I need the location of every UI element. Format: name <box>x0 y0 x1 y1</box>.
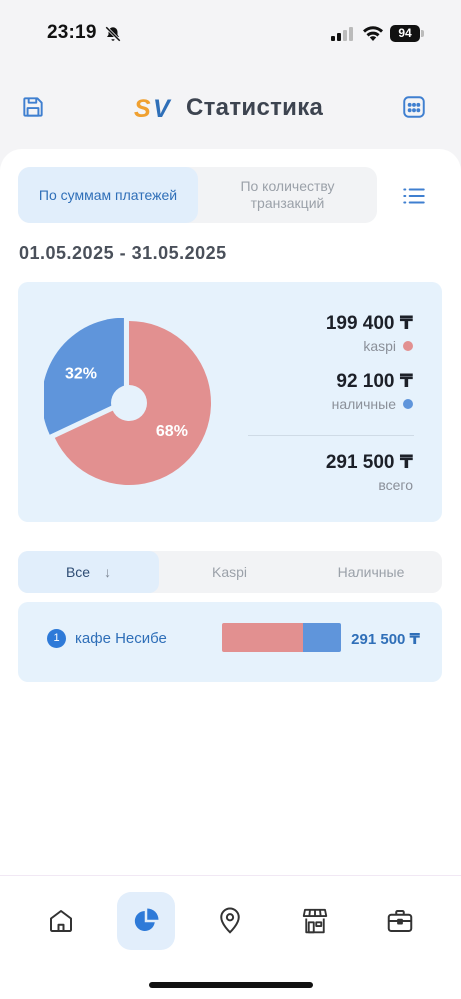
summary-card: 68% 32% 199 400 ₸ kaspi 92 100 ₸ наличные… <box>18 282 442 522</box>
sort-down-icon: ↓ <box>104 564 112 580</box>
total-amount: 291 500 ₸ <box>325 452 413 473</box>
cash-legend-dot <box>403 399 413 409</box>
tab-by-amount[interactable]: По суммам платежей <box>18 167 198 223</box>
app-header: S V Статистика <box>0 82 461 134</box>
bottom-tab-bar <box>0 875 461 999</box>
status-time: 23:19 <box>47 22 97 43</box>
cash-legend: наличные <box>332 396 413 412</box>
merchant-amount: 291 500 ₸ <box>351 631 420 648</box>
location-pin-icon <box>220 907 240 934</box>
tab-stores[interactable] <box>286 892 344 950</box>
home-indicator <box>149 982 313 988</box>
tab-home[interactable] <box>32 892 90 950</box>
pie-hole <box>111 385 147 421</box>
tab-by-count[interactable]: По количеству транзакций <box>240 178 335 211</box>
cellular-signal-icon <box>331 27 353 41</box>
merchant-row[interactable]: 1 кафе Несибе 291 500 ₸ <box>18 602 442 682</box>
total-label: всего <box>378 477 413 493</box>
calendar-icon[interactable] <box>401 94 427 120</box>
kaspi-amount: 199 400 ₸ <box>325 313 413 334</box>
cash-share-bar <box>303 623 341 652</box>
merchant-name: кафе Несибе <box>75 630 167 647</box>
mode-toggle: По суммам платежей По количеству транзак… <box>18 167 377 223</box>
tab-business[interactable] <box>371 892 429 950</box>
date-range[interactable]: 01.05.2025 - 31.05.2025 <box>19 243 227 263</box>
status-bar: 23:19 94 <box>0 0 461 70</box>
pie-chart-icon <box>134 908 159 931</box>
merchant-share-bar <box>222 623 341 652</box>
tab-locations[interactable] <box>201 892 259 950</box>
pie-slice-cash <box>44 318 124 435</box>
kaspi-legend-label: kaspi <box>363 338 396 354</box>
home-icon <box>50 910 72 932</box>
pie-chart: 68% 32% <box>44 318 211 485</box>
app-title-group: S V Статистика <box>134 92 323 124</box>
cash-legend-label: наличные <box>331 396 396 412</box>
kaspi-legend-dot <box>403 341 413 351</box>
sv-logo: S V <box>134 95 172 121</box>
payment-filter: Все ↓ Kaspi Наличные <box>18 551 442 593</box>
battery-icon: 94 <box>390 25 424 42</box>
save-icon[interactable] <box>20 94 46 120</box>
filter-kaspi[interactable]: Kaspi <box>211 564 248 580</box>
tab-statistics[interactable] <box>117 892 175 950</box>
summary-divider <box>248 435 414 436</box>
briefcase-icon <box>387 910 413 932</box>
pie-label-kaspi: 68% <box>156 423 188 440</box>
wifi-icon <box>363 26 383 41</box>
filter-cash[interactable]: Наличные <box>337 564 405 580</box>
logo-v: V <box>153 95 172 121</box>
pie-label-cash: 32% <box>65 366 97 383</box>
rank-badge: 1 <box>47 629 66 648</box>
store-icon <box>302 908 328 934</box>
page-title: Статистика <box>186 94 324 121</box>
bell-slash-icon <box>105 26 121 42</box>
cash-amount: 92 100 ₸ <box>336 371 413 392</box>
kaspi-share-bar <box>222 623 304 652</box>
filter-all[interactable]: Все ↓ <box>18 551 159 593</box>
kaspi-legend: kaspi <box>363 338 413 354</box>
battery-tip <box>421 30 424 37</box>
logo-s: S <box>134 95 151 121</box>
list-icon[interactable] <box>401 183 427 209</box>
filter-all-label: Все <box>65 564 91 580</box>
battery-level: 94 <box>390 25 420 42</box>
